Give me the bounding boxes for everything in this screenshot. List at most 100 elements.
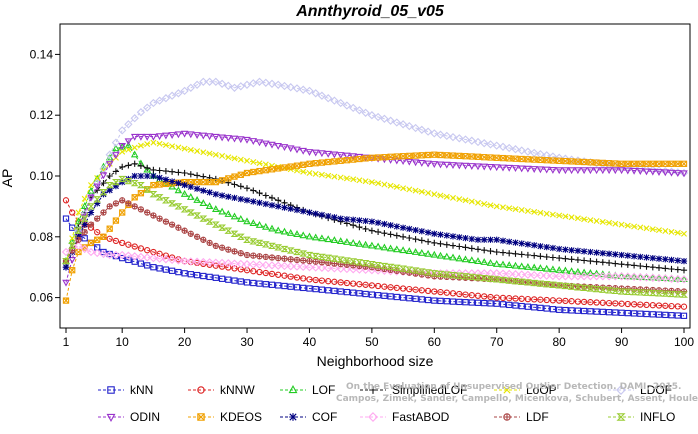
data-point: [100, 209, 107, 216]
data-point: [374, 219, 382, 226]
data-point: [144, 172, 151, 180]
legend-marker: [289, 413, 297, 421]
data-point: [287, 283, 294, 290]
data-point: [411, 267, 420, 274]
data-point: [499, 164, 507, 172]
data-point: [618, 261, 625, 268]
data-point: [368, 218, 376, 225]
data-point: [87, 203, 95, 210]
data-point: [306, 276, 313, 283]
x-tick-label: 10: [116, 335, 130, 349]
data-point: [461, 135, 470, 144]
data-point: [355, 106, 364, 115]
data-point: [275, 271, 282, 278]
data-point: [181, 270, 188, 277]
data-point: [293, 146, 301, 154]
data-point: [555, 282, 564, 289]
data-point: [531, 242, 538, 249]
data-point: [175, 180, 182, 187]
data-point: [505, 143, 514, 153]
data-point: [474, 153, 482, 160]
data-point: [631, 223, 638, 230]
data-point: [492, 164, 501, 172]
data-point: [237, 171, 244, 178]
data-point: [143, 165, 151, 173]
series-ldof: [61, 77, 689, 272]
data-point: [512, 250, 519, 257]
data-point: [462, 244, 469, 251]
data-point: [324, 254, 333, 261]
data-point: [680, 267, 688, 274]
data-point: [424, 269, 433, 276]
data-point: [286, 145, 295, 153]
data-point: [342, 101, 352, 110]
y-axis: 0.06 0.08 0.10 0.12 0.14: [30, 47, 60, 305]
data-point: [674, 160, 681, 167]
data-point: [231, 155, 238, 162]
data-point: [656, 227, 662, 234]
data-point: [100, 191, 107, 198]
data-point: [499, 154, 507, 162]
data-point: [374, 282, 382, 290]
data-point: [418, 296, 425, 303]
data-point: [286, 83, 295, 92]
data-point: [537, 156, 544, 164]
series-line: [65, 145, 685, 280]
legend-item-inflo: INFLO: [608, 410, 675, 424]
data-point: [362, 263, 369, 270]
data-point: [561, 272, 570, 281]
y-tick-label: 0.14: [30, 47, 54, 61]
data-point: [243, 251, 251, 259]
data-point: [461, 162, 470, 170]
data-point: [299, 250, 308, 257]
data-point: [212, 133, 220, 141]
data-point: [112, 168, 120, 175]
data-point: [437, 192, 444, 199]
data-point: [186, 209, 195, 216]
data-point: [406, 295, 413, 302]
data-point: [655, 311, 663, 318]
data-point: [362, 217, 369, 225]
data-point: [542, 281, 551, 288]
data-point: [212, 191, 219, 198]
data-point: [587, 217, 594, 224]
data-point: [168, 254, 176, 261]
data-point: [324, 235, 332, 243]
data-point: [474, 246, 482, 253]
data-point: [543, 157, 550, 164]
data-point: [393, 183, 400, 190]
data-point: [225, 276, 232, 283]
data-point: [448, 132, 458, 142]
data-point: [131, 144, 138, 151]
data-point: [549, 306, 557, 313]
data-point: [119, 254, 126, 262]
data-point: [268, 202, 276, 209]
data-point: [305, 232, 314, 240]
data-point: [212, 262, 219, 269]
data-point: [618, 309, 625, 316]
data-point: [399, 265, 408, 272]
data-point: [93, 174, 101, 182]
data-point: [512, 155, 519, 162]
data-point: [299, 262, 308, 272]
data-point: [498, 142, 508, 151]
data-point: [511, 278, 520, 285]
data-point: [356, 281, 363, 288]
data-point: [605, 259, 613, 267]
data-point: [311, 263, 320, 272]
data-point: [343, 157, 351, 164]
data-point: [274, 244, 283, 251]
legend-marker: [106, 413, 116, 422]
data-point: [94, 200, 101, 207]
data-point: [587, 257, 594, 265]
data-point: [255, 220, 264, 228]
data-point: [436, 130, 445, 139]
data-point: [94, 229, 101, 236]
data-point: [411, 248, 420, 255]
data-point: [542, 166, 551, 174]
data-point: [618, 221, 625, 228]
data-point: [318, 286, 326, 293]
data-point: [512, 295, 519, 302]
data-point: [356, 177, 363, 184]
data-point: [287, 163, 294, 170]
